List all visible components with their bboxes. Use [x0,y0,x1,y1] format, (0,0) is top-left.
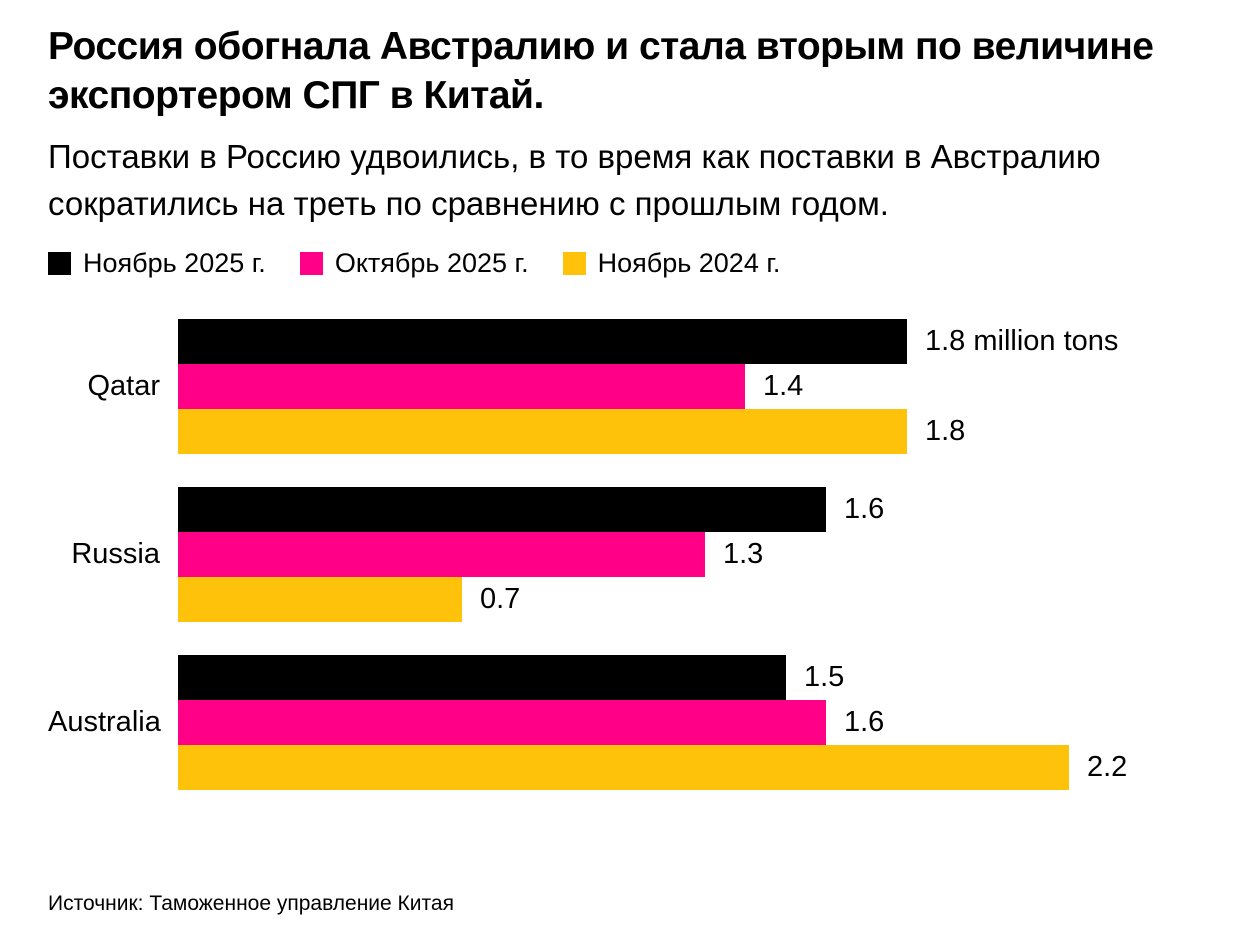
bar-group-russia: Russia 1.6 1.3 0.7 [48,486,1192,622]
source-note: Источник: Таможенное управление Китая [48,892,454,915]
bar-row: 1.8 million tons [178,318,1192,364]
category-label: Australia [48,705,161,738]
bar-chart: Qatar 1.8 million tons 1.4 1.8 Russia 1.6 1.3 0… [48,318,1192,790]
legend-swatch-icon [299,251,323,275]
bar-row: 0.7 [178,576,1192,622]
bar-row: 2.2 [178,744,1192,790]
bar-value-label: 1.6 [844,492,885,525]
bar-group-qatar: Qatar 1.8 million tons 1.4 1.8 [48,318,1192,454]
bar-value-label: 1.8 million tons [925,324,1119,357]
bar-value-label: 1.5 [804,660,845,693]
chart-subtitle: Поставки в Россию удвоились, в то время … [48,138,1101,223]
bar-row: 1.6 [178,699,1192,745]
legend-item-0: Ноябрь 2025 г. [48,248,266,279]
bar-row: 1.3 [178,531,1192,577]
bar-australia-series-2 [178,744,1069,790]
bars-column: 1.5 1.6 2.2 [178,654,1192,790]
bar-russia-series-2 [178,576,462,622]
legend-swatch-icon [48,251,71,275]
bar-value-label: 2.2 [1087,750,1128,783]
legend-swatch-icon [562,251,586,275]
bar-row: 1.8 [178,408,1192,454]
legend: Ноябрь 2025 г. Октябрь 2025 г. Ноябрь 2024… [48,248,1192,279]
bar-qatar-series-0 [178,318,907,364]
category-label: Russia [71,537,160,570]
legend-item-1: Октябрь 2025 г. [299,247,529,279]
bar-qatar-series-2 [178,408,907,454]
bars-column: 1.8 million tons 1.4 1.8 [178,318,1192,454]
bar-australia-series-1 [178,699,826,745]
bars-column: 1.6 1.3 0.7 [178,486,1192,622]
category-label: Qatar [87,369,160,402]
legend-label: Ноябрь 2024 г. [597,247,781,278]
bar-value-label: 0.7 [480,582,521,615]
bar-row: 1.6 [178,486,1192,532]
bar-group-australia: Australia 1.5 1.6 2.2 [48,654,1192,790]
bar-value-label: 1.4 [763,369,804,402]
bar-qatar-series-1 [178,363,745,409]
bar-value-label: 1.8 [925,414,966,447]
bar-value-label: 1.3 [723,537,764,570]
bar-russia-series-0 [178,486,826,532]
bar-australia-series-0 [178,654,786,700]
bar-row: 1.5 [178,654,1192,700]
bar-row: 1.4 [178,363,1192,409]
legend-label: Октябрь 2025 г. [334,247,529,278]
bar-russia-series-1 [178,531,705,577]
chart-title: Россия обогнала Австралию и стала вторым… [48,25,1154,118]
legend-label: Ноябрь 2025 г. [83,247,266,278]
legend-item-2: Ноябрь 2024 г. [562,247,781,279]
bar-value-label: 1.6 [844,705,885,738]
